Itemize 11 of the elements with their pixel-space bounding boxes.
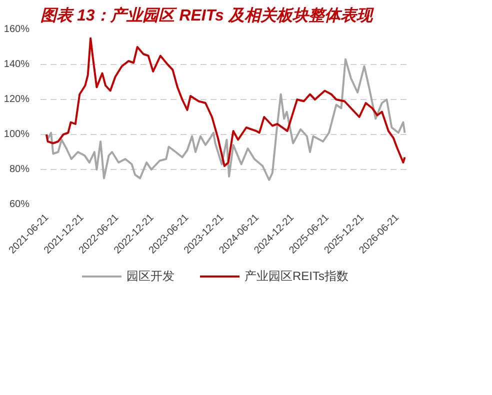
legend-label: 园区开发 [126,268,174,284]
y-tick-label: 80% [9,164,30,175]
line-series [45,58,406,181]
y-tick-label: 60% [9,199,30,210]
chart-title: 图表 13：产业园区 REITs 及相关板块整体表现 [40,6,374,24]
y-tick-label: 100% [4,129,30,140]
line-series [45,37,406,167]
y-tick-label: 160% [4,24,30,35]
y-tick-label: 140% [4,59,30,70]
legend-label: 产业园区REITs指数 [244,268,349,284]
y-tick-label: 120% [4,94,30,105]
